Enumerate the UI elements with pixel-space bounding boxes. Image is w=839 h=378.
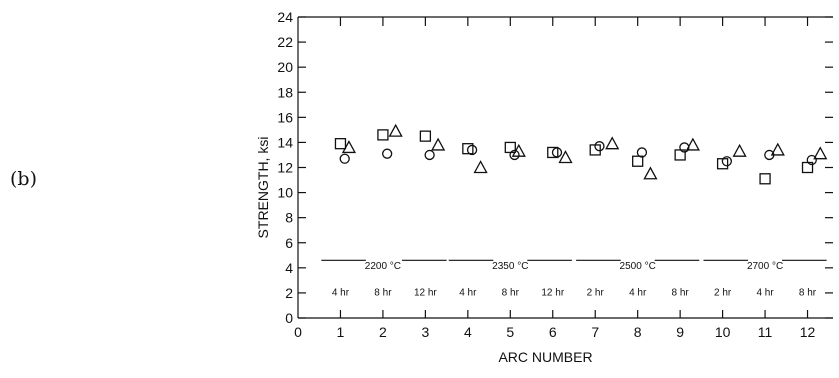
time-label: 4 hr [756,287,774,298]
time-label: 4 hr [459,287,477,298]
y-tick-label: 2 [285,285,293,301]
x-tick-label: 10 [715,324,731,340]
square-marker [419,130,432,142]
panel-label: (b) [10,168,37,190]
x-tick-label: 7 [591,324,599,340]
y-tick-label: 10 [277,185,293,201]
x-tick-label: 8 [634,324,642,340]
square-marker [377,129,389,141]
triangle-marker [388,123,403,137]
time-label: 12 hr [541,287,564,298]
triangle-marker [511,143,526,157]
time-label: 8 hr [672,287,690,298]
triangle-marker [605,136,620,150]
temperature-label: 2350 °C [492,261,528,272]
time-label: 8 hr [502,287,520,298]
y-tick-label: 20 [277,59,293,75]
temperature-label: 2200 °C [365,261,401,272]
time-label: 2 hr [714,287,732,298]
time-label: 12 hr [414,287,437,298]
x-tick-label: 4 [464,324,472,340]
x-tick-label: 9 [676,324,684,340]
triangle-marker [813,146,828,160]
time-label: 2 hr [587,287,605,298]
circle-marker [509,149,520,161]
x-tick-label: 1 [337,324,345,340]
circle-marker [466,144,478,156]
y-tick-label: 12 [277,160,293,176]
y-tick-label: 22 [277,34,293,50]
y-tick-label: 24 [277,9,293,25]
x-tick-label: 3 [421,324,429,340]
y-axis-title: STRENGTH, ksi [255,137,271,239]
time-label: 4 hr [629,287,647,298]
y-tick-label: 6 [285,235,293,251]
square-marker [462,143,474,155]
x-tick-label: 5 [506,324,514,340]
x-tick-label: 12 [800,324,816,340]
y-tick-label: 16 [277,109,293,125]
square-marker [334,138,347,150]
time-label: 8 hr [799,287,817,298]
triangle-marker [732,143,747,157]
circle-marker [339,153,350,164]
square-marker [759,173,771,185]
circle-marker [636,147,648,158]
triangle-marker [685,137,700,151]
square-marker [632,155,644,167]
y-tick-label: 18 [277,84,293,100]
triangle-marker [558,150,573,164]
x-tick-label: 2 [379,324,387,340]
circle-marker [721,156,732,167]
square-marker [547,146,559,159]
temperature-label: 2500 °C [620,261,656,272]
triangle-marker [770,142,785,156]
y-tick-label: 4 [285,260,293,276]
triangle-marker [643,166,658,180]
y-tick-label: 8 [285,210,293,226]
circle-marker [382,148,393,159]
triangle-marker [473,160,488,174]
triangle-marker [341,140,357,154]
circle-marker [551,147,563,158]
temperature-label: 2700 °C [747,261,783,272]
circle-marker [806,154,817,166]
x-axis-title: ARC NUMBER [498,349,592,365]
x-tick-label: 11 [758,324,773,340]
triangle-marker [431,137,446,151]
x-tick-label: 0 [294,324,302,340]
y-tick-label: 0 [285,310,293,326]
time-label: 8 hr [374,287,392,298]
x-tick-label: 6 [549,324,557,340]
time-label: 4 hr [332,287,350,298]
y-tick-label: 14 [277,134,293,150]
circle-marker [594,141,605,152]
circle-marker [424,149,435,161]
